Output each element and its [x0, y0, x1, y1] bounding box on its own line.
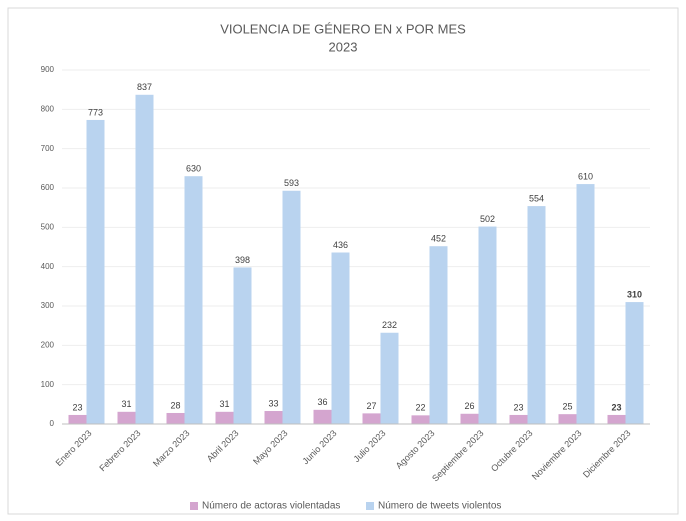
legend-label: Número de actoras violentadas [202, 501, 340, 512]
bar [313, 409, 332, 424]
y-tick-label: 0 [50, 419, 55, 428]
value-label: 837 [137, 82, 152, 92]
bar [411, 415, 430, 424]
y-tick-label: 800 [41, 104, 55, 113]
bar [607, 414, 626, 424]
bar [117, 411, 136, 424]
bar [460, 413, 479, 424]
y-tick-label: 100 [41, 380, 55, 389]
value-label: 23 [611, 402, 621, 412]
bar [233, 267, 252, 424]
value-label: 28 [170, 400, 180, 410]
value-label: 25 [562, 402, 572, 412]
bar [215, 411, 234, 424]
bar [576, 184, 595, 424]
value-label: 36 [317, 397, 327, 407]
chart-subtitle: 2023 [329, 39, 358, 54]
value-label: 27 [366, 401, 376, 411]
y-tick-label: 900 [41, 65, 55, 74]
value-label: 630 [186, 164, 201, 174]
bar [362, 413, 381, 424]
value-label: 436 [333, 240, 348, 250]
bar [166, 412, 185, 424]
y-tick-label: 600 [41, 183, 55, 192]
bar [527, 206, 546, 424]
bar [429, 246, 448, 424]
bar [264, 411, 283, 424]
value-label: 26 [464, 401, 474, 411]
bar [184, 176, 203, 424]
value-label: 23 [72, 402, 82, 412]
value-label: 22 [415, 403, 425, 413]
value-label: 31 [121, 399, 131, 409]
bar [509, 414, 528, 424]
bar [558, 414, 577, 424]
y-tick-label: 200 [41, 340, 55, 349]
legend-swatch [366, 502, 374, 510]
legend-swatch [190, 502, 198, 510]
value-label: 310 [627, 289, 642, 299]
value-label: 554 [529, 193, 544, 203]
bar [380, 332, 399, 424]
legend-label: Número de tweets violentos [378, 501, 501, 512]
bar [282, 190, 301, 424]
value-label: 610 [578, 171, 593, 181]
bar [135, 94, 154, 424]
value-label: 33 [268, 398, 278, 408]
bar [68, 414, 87, 424]
value-label: 398 [235, 255, 250, 265]
value-label: 773 [88, 107, 103, 117]
bar [625, 302, 644, 424]
value-label: 593 [284, 178, 299, 188]
value-label: 452 [431, 234, 446, 244]
value-label: 502 [480, 214, 495, 224]
value-label: 232 [382, 320, 397, 330]
bar [86, 119, 105, 424]
chart-title: VIOLENCIA DE GÉNERO EN x POR MES [220, 21, 466, 36]
y-tick-label: 500 [41, 222, 55, 231]
value-label: 31 [219, 399, 229, 409]
bar [331, 252, 350, 424]
y-tick-label: 400 [41, 262, 55, 271]
y-tick-label: 700 [41, 144, 55, 153]
value-label: 23 [513, 402, 523, 412]
bar [478, 226, 497, 424]
y-tick-label: 300 [41, 301, 55, 310]
